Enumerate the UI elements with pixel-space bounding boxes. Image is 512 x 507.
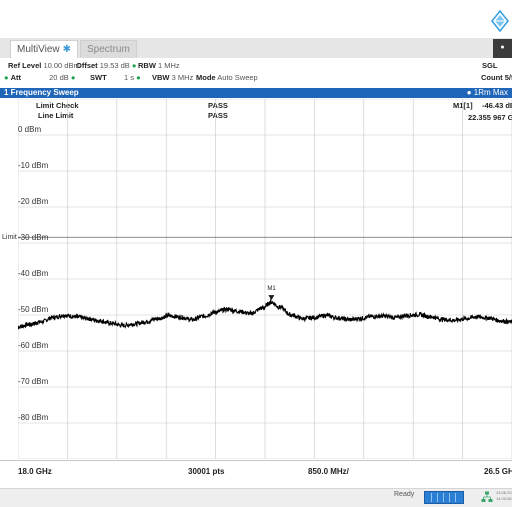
ref-level-setting[interactable]: Ref Level 10.00 dBm	[8, 61, 80, 70]
y-tick-label: -50 dBm	[18, 305, 49, 314]
sweep-points: 30001 pts	[188, 467, 225, 476]
measurement-settings: Ref Level 10.00 dBm Offset 19.53 dB ● RB…	[0, 58, 512, 88]
swt-setting[interactable]: SWT	[90, 73, 107, 82]
marker-frequency-value: 22.355 967 GHz	[468, 113, 512, 122]
frequency-axis-info: 18.0 GHz 30001 pts 850.0 MHz/ 26.5 GHz	[0, 460, 512, 489]
limit-check-value: PASS	[208, 101, 228, 110]
network-icon[interactable]	[481, 491, 493, 503]
marker-m1-label: M1	[267, 286, 276, 292]
coupled-dot-icon: ●	[131, 61, 137, 70]
trace-legend[interactable]: ● 1Rm Max	[467, 88, 508, 98]
tab-multiview-label: MultiView	[17, 44, 60, 55]
y-tick-label: -60 dBm	[18, 341, 49, 350]
status-bar	[0, 488, 512, 507]
y-tick-label: -80 dBm	[18, 413, 49, 422]
span-per-division: 850.0 MHz/	[308, 467, 349, 476]
date-time: 13.06.2024 14:20:06	[496, 490, 512, 502]
tab-multiview[interactable]: MultiView ✱	[10, 40, 78, 59]
line-limit-label: Line Limit	[38, 111, 74, 120]
date-text: 13.06.2024	[496, 490, 512, 495]
y-tick-label: -20 dBm	[18, 197, 49, 206]
line-limit-value: PASS	[208, 111, 228, 120]
single-sweep-indicator: SGL	[482, 61, 498, 70]
trace-line	[18, 298, 512, 331]
y-tick-label: -70 dBm	[18, 377, 49, 386]
panel-toggle-button[interactable]: ●	[493, 39, 512, 58]
coupled-dot-icon: ●	[70, 73, 76, 82]
coupled-dot-icon: ●	[136, 73, 141, 82]
star-icon: ✱	[62, 44, 71, 55]
y-tick-label: -10 dBm	[18, 161, 49, 170]
vbw-setting[interactable]: VBW 3 MHz	[152, 73, 194, 82]
limit-check-label: Limit Check	[36, 101, 79, 110]
pane-title: 1 Frequency Sweep	[4, 88, 79, 97]
time-text: 14:20:06	[496, 496, 512, 501]
ready-status: Ready	[394, 491, 415, 498]
y-tick-label: -40 dBm	[18, 269, 49, 278]
pane-title-bar[interactable]	[0, 88, 512, 98]
limit-line-label: Limit	[2, 234, 17, 241]
trace-legend-label: 1Rm Max	[473, 88, 508, 97]
tab-spectrum[interactable]: Spectrum	[80, 40, 137, 59]
coupled-dot-icon: ●	[4, 73, 9, 82]
y-tick-label: 0 dBm	[18, 125, 42, 134]
y-tick-label: -30 dBm	[18, 233, 49, 242]
sweep-mode-setting[interactable]: Mode Auto Sweep	[196, 73, 258, 82]
trace-dot-icon: ●	[466, 88, 472, 97]
swt-value: 1 s ●	[124, 73, 141, 82]
tab-spectrum-label: Spectrum	[87, 44, 130, 55]
offset-setting[interactable]: Offset 19.53 dB ●	[76, 61, 137, 70]
marker-level-value: -46.43 dBm	[482, 101, 512, 110]
stop-frequency[interactable]: 26.5 GHz	[484, 467, 512, 476]
sweep-count: Count 5/5	[481, 73, 512, 82]
start-frequency[interactable]: 18.0 GHz	[18, 467, 52, 476]
reference-status-indicator	[424, 491, 464, 504]
rohde-schwarz-logo-icon	[491, 10, 509, 32]
dot-icon: ●	[500, 44, 505, 51]
att-setting[interactable]: ● Att 20 dB ●	[4, 73, 76, 82]
spectrum-plot[interactable]: M1	[18, 99, 512, 459]
marker-m1-triangle[interactable]	[268, 295, 275, 301]
rbw-setting[interactable]: RBW 1 MHz	[138, 61, 180, 70]
